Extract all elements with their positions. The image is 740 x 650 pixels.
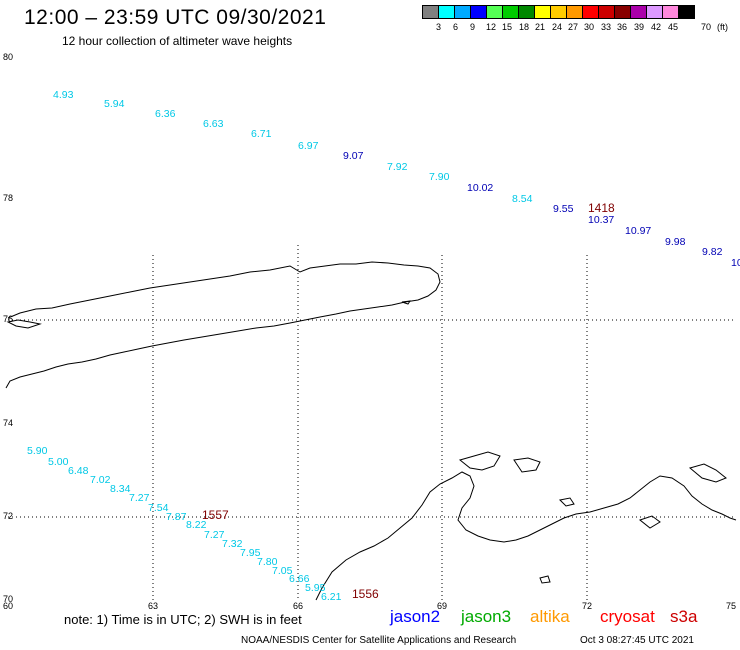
wave-height-value: 8.22 [186, 519, 207, 531]
wave-height-value: 9.82 [702, 246, 723, 258]
legend-tick-label: 45 [668, 22, 679, 32]
wave-height-value: 8.54 [512, 193, 533, 205]
legend-tick-label: 42 [651, 22, 662, 32]
wave-height-value: 9.98 [665, 236, 686, 248]
legend-tick-label: 24 [552, 22, 563, 32]
map-title: 12:00 – 23:59 UTC 09/30/2021 [24, 6, 327, 29]
longitude-label: 60 [3, 601, 13, 611]
wave-height-value: 7.90 [429, 171, 450, 183]
legend-swatches [422, 5, 695, 19]
wave-height-value: 7.54 [148, 502, 169, 514]
legend-tick-label: (ft) [717, 22, 728, 32]
legend-tick-label: 6 [453, 22, 459, 32]
wave-height-value: 6.63 [203, 118, 224, 130]
satellite-label-cryosat: cryosat [600, 607, 655, 626]
latitude-label: 70 [3, 594, 13, 604]
wave-height-value: 9.55 [553, 203, 574, 215]
longitude-labels: 60 63 66 69 72 75 [3, 601, 736, 611]
latitude-label: 74 [3, 418, 13, 428]
legend-tick-labels: 3 6 9 12 15 18 21 24 27 30 33 36 39 42 45 70 (ft) [423, 22, 740, 34]
altimeter-pass-time: 1418 [588, 201, 615, 215]
altimeter-pass-time: 1557 [202, 508, 229, 522]
legend-tick-label: 30 [584, 22, 595, 32]
longitude-label: 66 [293, 601, 303, 611]
longitude-label: 72 [582, 601, 592, 611]
wave-height-value: 9.07 [343, 150, 364, 162]
satellite-label-s3a: s3a [670, 607, 698, 626]
credit-text: NOAA/NESDIS Center for Satellite Applica… [241, 635, 517, 646]
legend-tick-label: 9 [470, 22, 476, 32]
wave-height-value: 6.21 [321, 591, 342, 603]
longitude-label: 75 [726, 601, 736, 611]
wave-height-value: 7.32 [222, 538, 243, 550]
legend-tick-label: 3 [436, 22, 442, 32]
wave-height-value: 5.94 [104, 98, 125, 110]
wave-height-value: 7.27 [204, 529, 225, 541]
legend-tick-label: 18 [519, 22, 530, 32]
wave-height-value: 5.90 [27, 445, 48, 457]
wave-height-value: 6.97 [298, 140, 319, 152]
wave-height-value: 4.93 [53, 89, 74, 101]
coastline-yamal [315, 451, 737, 601]
wave-height-value: 7.05 [272, 565, 293, 577]
latitude-labels: 80 78 76 74 72 70 [3, 52, 13, 604]
wave-height-value: 10 [731, 257, 740, 269]
satellite-label-jason3: jason3 [461, 607, 512, 626]
latitude-label: 80 [3, 52, 13, 62]
wave-height-value: 7.80 [257, 556, 278, 568]
satellite-label-altika: altika [530, 607, 570, 626]
wave-height-value: 10.02 [467, 182, 493, 194]
wave-height-value: 7.27 [129, 492, 150, 504]
longitude-label: 63 [148, 601, 158, 611]
wave-height-value: 5.00 [48, 456, 69, 468]
wave-height-value: 10.37 [588, 214, 614, 226]
wave-height-value: 7.95 [240, 547, 261, 559]
wave-height-value: 6.66 [289, 573, 310, 585]
altimeter-pass-time: 1556 [352, 587, 379, 601]
map-subtitle: 12 hour collection of altimeter wave hei… [62, 34, 293, 48]
legend-tick-label: 70 [701, 22, 712, 32]
wave-height-value: 8.34 [110, 483, 131, 495]
coastline-novaya-zemlya [5, 261, 441, 389]
legend-tick-label: 15 [502, 22, 513, 32]
wave-height-value: 5.95 [305, 582, 326, 594]
wave-height-value: 7.02 [90, 474, 111, 486]
graticule [8, 245, 736, 600]
legend-tick-label: 27 [568, 22, 579, 32]
legend-tick-label: 33 [601, 22, 612, 32]
timestamp-text: Oct 3 08:27:45 UTC 2021 [580, 635, 694, 646]
wave-height-value: 6.71 [251, 128, 272, 140]
wave-height-value: 6.36 [155, 108, 176, 120]
satellite-label-jason2: jason2 [390, 607, 441, 626]
legend-tick-label: 36 [617, 22, 628, 32]
legend-tick-label: 21 [535, 22, 546, 32]
wave-height-value: 10.97 [625, 225, 651, 237]
legend-tick-label: 12 [486, 22, 497, 32]
footer-note: note: 1) Time is in UTC; 2) SWH is in fe… [64, 612, 302, 627]
latitude-label: 78 [3, 193, 13, 203]
legend-swatch [678, 5, 695, 19]
longitude-label: 69 [437, 601, 447, 611]
color-legend: 3 6 9 12 15 18 21 24 27 30 33 36 39 42 45 70 (ft) [422, 5, 728, 32]
wave-height-observations: 4.93 5.94 6.36 6.63 6.71 6.97 9.07 7.92 7.90 10.0… [27, 89, 740, 603]
latitude-label: 76 [3, 314, 13, 324]
wave-height-value: 7.92 [387, 161, 408, 173]
latitude-label: 72 [3, 511, 13, 521]
wave-height-value: 6.48 [68, 465, 89, 477]
legend-tick-label: 39 [634, 22, 645, 32]
wave-height-value: 7.87 [166, 511, 187, 523]
